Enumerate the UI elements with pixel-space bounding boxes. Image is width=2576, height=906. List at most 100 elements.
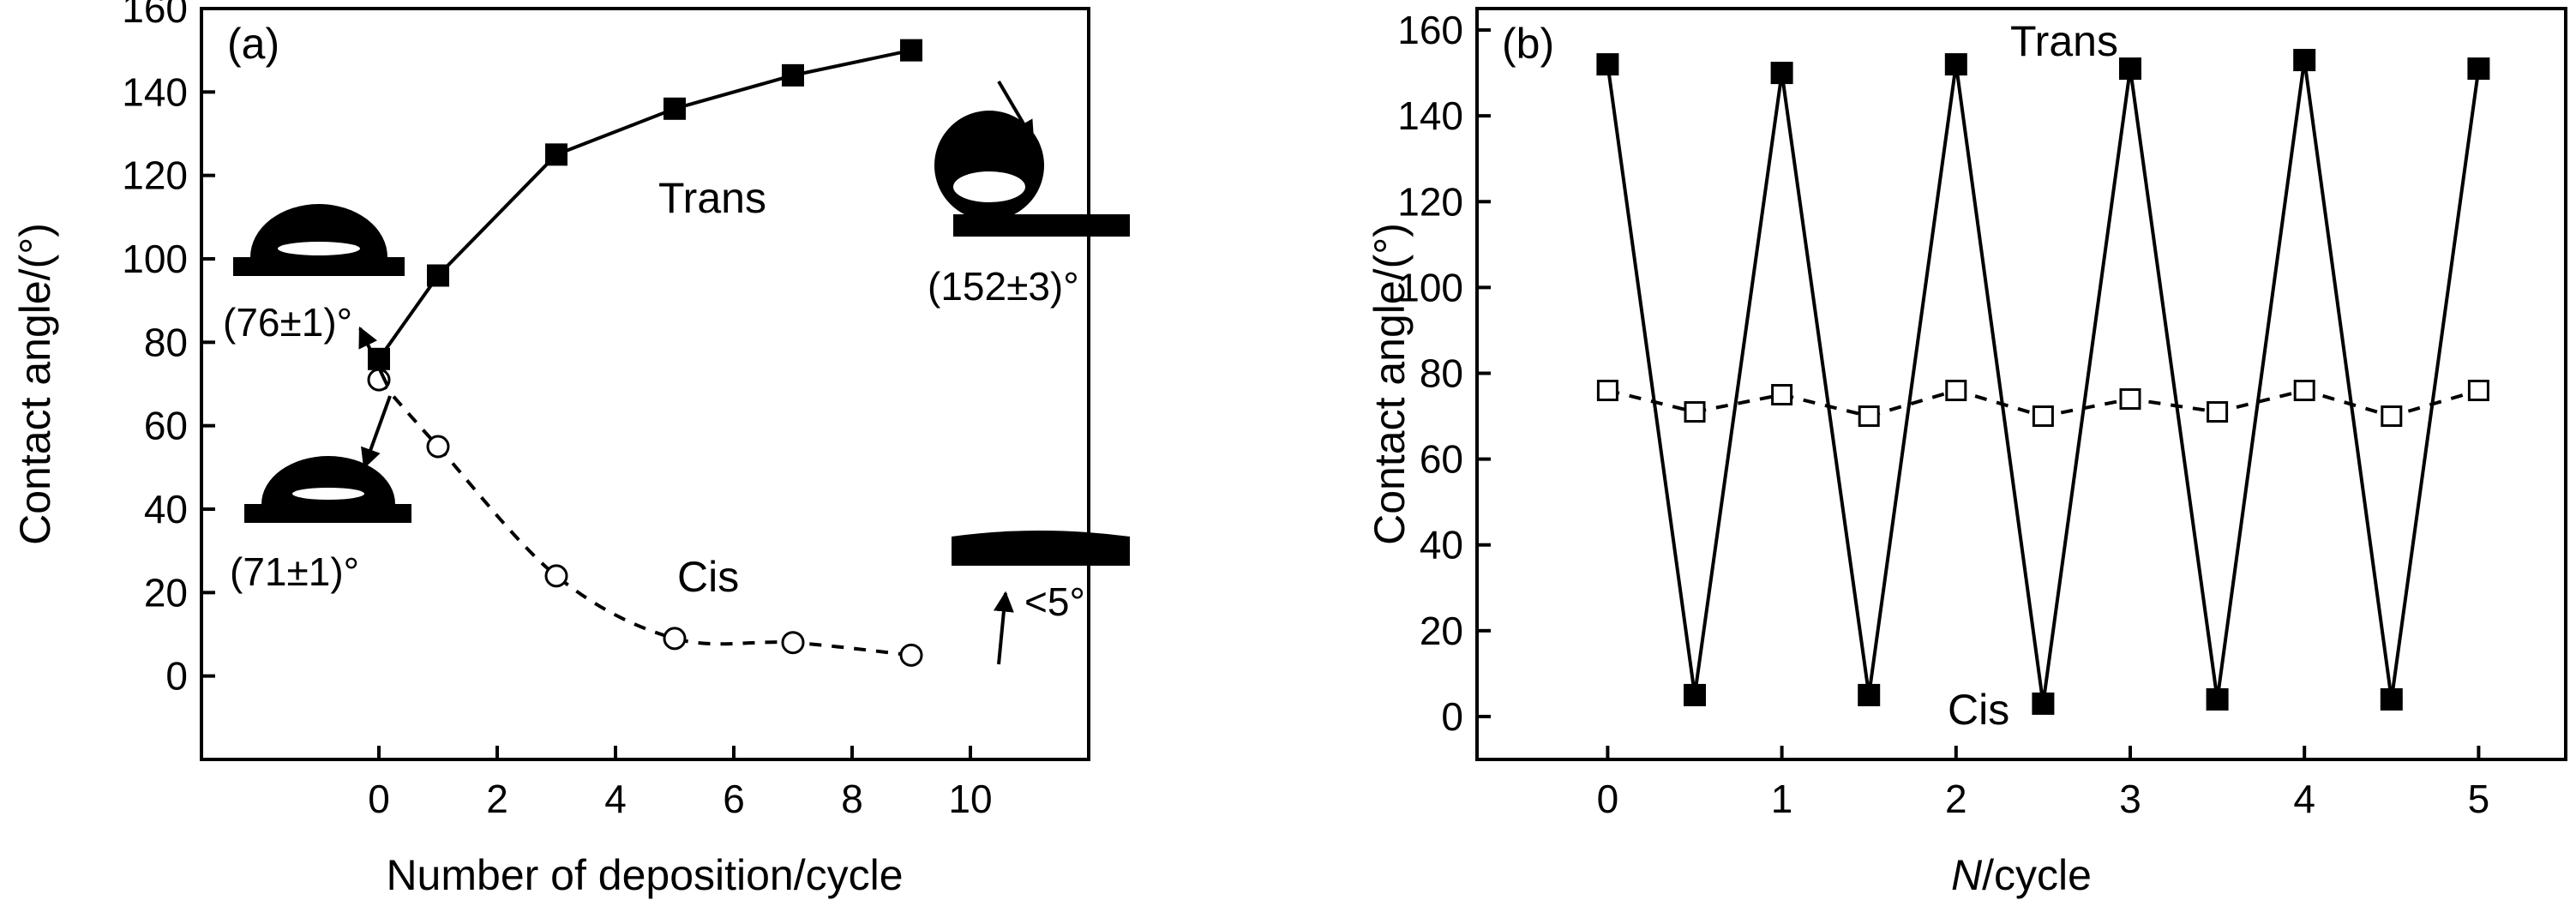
panel-a-x-tick-label: 6 (723, 777, 745, 821)
panel-a-cis-label: Cis (677, 553, 739, 601)
panel-b-point-trans (1684, 683, 1706, 706)
panel-a-point-trans (545, 143, 567, 166)
panel-a-y-axis-title: Contact angle/(°) (11, 223, 59, 545)
panel-a-trans-label: Trans (658, 174, 766, 222)
panel-a-x-axis-title: Number of deposition/cycle (386, 851, 903, 899)
panel-b-y-axis: 0 20 40 60 80 100 120 140 160 (1397, 8, 1491, 739)
panel-b-y-axis-title: Contact angle/(°) (1366, 223, 1414, 545)
panel-b-point-cis (2119, 388, 2141, 411)
panel-a-x-tick-label: 10 (948, 777, 992, 821)
panel-b-point-trans (1770, 62, 1793, 85)
panel-a-y-tick-label: 160 (122, 0, 188, 31)
panel-a-point-trans (782, 63, 804, 87)
panel-a-x-tick-label: 0 (368, 777, 390, 821)
panel-b-y-tick-label: 60 (1420, 437, 1463, 482)
panel-b-point-cis (2207, 401, 2229, 423)
panel-b-point-trans (1944, 53, 1967, 76)
panel-a-point-trans (900, 39, 922, 62)
panel-a-y-tick-label: 100 (122, 237, 188, 281)
panel-a-x-tick-label: 4 (604, 777, 627, 821)
annotation-arrow (993, 591, 1014, 665)
panel-b-x-tick-label: 0 (1597, 777, 1619, 821)
panel-b-y-tick-label: 40 (1420, 523, 1463, 567)
panel-a-chart: (a) 0 20 40 60 80 100 120 140 160 0 2 4 6 8 10 Number… (11, 0, 1130, 899)
panel-a-point-cis (426, 435, 450, 459)
panel-b-x-axis: 0 1 2 3 4 5 (1597, 746, 2490, 821)
panel-a-point-cis (663, 627, 687, 651)
panel-b-point-trans (2206, 687, 2229, 711)
annotation-arrow (358, 326, 389, 387)
panel-b-x-tick-label: 3 (2119, 777, 2141, 821)
panel-b-point-cis (1858, 405, 1880, 428)
annotation-arrow (997, 80, 1035, 142)
panel-b-y-tick-label: 160 (1397, 8, 1463, 52)
panel-a-point-trans (427, 264, 449, 287)
panel-a-series (367, 39, 923, 667)
panel-b-x-tick-label: 2 (1945, 777, 1967, 821)
panel-a-annotations: (76±1)° (71±1)° (152±3)° <5° (223, 264, 1085, 624)
panel-b-point-cis (1771, 384, 1793, 406)
panel-b-y-tick-label: 20 (1420, 609, 1463, 653)
annotation-76: (76±1)° (223, 300, 352, 345)
droplet-image-5 (952, 531, 1130, 566)
panel-a-series-line-trans (377, 48, 912, 360)
panel-b-point-cis (1945, 380, 1967, 402)
panel-b-plot-frame (1475, 7, 2567, 761)
panel-a-label: (a) (227, 20, 279, 68)
panel-b-point-trans (2467, 57, 2490, 81)
annotation-arrow (361, 395, 392, 470)
panel-a-y-tick-label: 80 (144, 320, 188, 364)
panel-a-arrows (358, 80, 1035, 665)
panel-b-trans-label: Trans (2010, 17, 2118, 65)
droplet-image-71 (244, 456, 411, 523)
panel-b-x-tick-label: 4 (2293, 777, 2315, 821)
panel-a-y-tick-label: 60 (144, 404, 188, 448)
droplet-image-152 (934, 111, 1130, 237)
panel-a-point-trans (664, 97, 686, 120)
panel-b-x-axis-title: N/cycle (1951, 851, 2092, 899)
panel-a-series-line-cis (377, 378, 912, 657)
panel-a-y-tick-label: 140 (122, 69, 188, 114)
panel-a-plot-frame (200, 7, 1090, 761)
panel-b-point-cis (2467, 380, 2489, 402)
panel-a-y-tick-label: 120 (122, 153, 188, 198)
panel-b-point-trans (2293, 49, 2316, 72)
annotation-71: (71±1)° (230, 549, 359, 594)
panel-a-point-cis (544, 564, 568, 588)
panel-b-series (1596, 49, 2490, 715)
panel-b-point-cis (2381, 405, 2403, 428)
panel-b-y-tick-label: 100 (1397, 265, 1463, 309)
panel-b-point-trans (1858, 683, 1881, 706)
panel-a-x-axis: 0 2 4 6 8 10 (368, 746, 993, 821)
panel-b-point-cis (2032, 405, 2054, 428)
panel-b-cis-label: Cis (1948, 686, 2009, 734)
panel-b-point-trans (2032, 692, 2055, 715)
panel-a-point-cis (899, 643, 923, 667)
panel-b-x-tick-label: 5 (2468, 777, 2490, 821)
panel-b-y-tick-label: 0 (1441, 694, 1463, 739)
panel-a-y-tick-label: 20 (144, 570, 188, 615)
panel-b-series-line-trans (1606, 59, 2481, 705)
panel-b-y-tick-label: 140 (1397, 93, 1463, 138)
panel-b-point-cis (2293, 380, 2315, 402)
panel-b-point-trans (2119, 57, 2141, 81)
panel-b-x-tick-label: 1 (1771, 777, 1793, 821)
panel-a-x-tick-label: 8 (841, 777, 863, 821)
panel-b-point-cis (1596, 380, 1618, 402)
panel-b-label: (b) (1502, 20, 1554, 68)
panel-b-y-tick-label: 80 (1420, 351, 1463, 395)
panel-a-y-tick-label: 40 (144, 487, 188, 531)
panel-a-y-axis: 0 20 40 60 80 100 120 140 160 (122, 0, 215, 699)
panel-b-point-trans (1596, 53, 1619, 76)
panel-a-point-cis (781, 631, 805, 655)
panel-b-chart: (b) 0 20 40 60 80 100 120 140 160 0 1 2 3 4 5 N/cycle… (1366, 7, 2567, 899)
panel-b-point-cis (1684, 401, 1706, 423)
panel-b-y-tick-label: 120 (1397, 179, 1463, 224)
panel-a-y-tick-label: 0 (165, 654, 188, 699)
annotation-152: (152±3)° (928, 264, 1079, 309)
panel-a-x-tick-label: 2 (486, 777, 508, 821)
droplet-image-76 (233, 204, 405, 276)
annotation-5: <5° (1024, 579, 1085, 624)
panel-b-point-trans (2380, 687, 2403, 711)
